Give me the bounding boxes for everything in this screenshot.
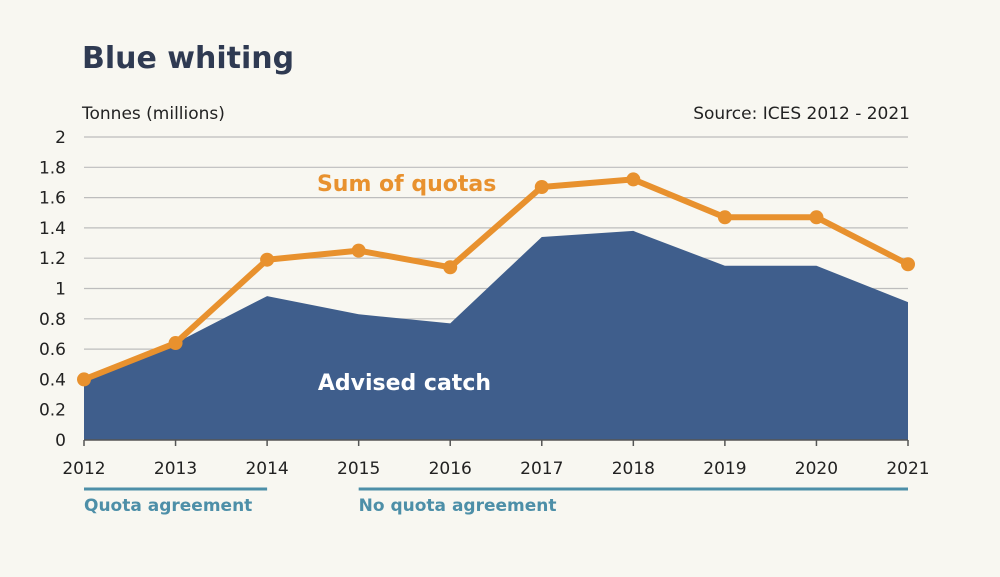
sum-of-quotas-point [626,172,641,187]
advised-catch-label: Advised catch [318,371,491,396]
y-tick-label: 0.8 [39,310,66,330]
sum-of-quotas-point [443,260,458,275]
y-tick-label: 0 [55,431,66,451]
y-tick-label: 0.2 [39,401,66,421]
y-tick-labels: 0 0.2 0.4 0.6 0.8 1 1.2 1.4 1.6 1.8 2 [39,128,66,451]
x-tick-label: 2014 [245,459,288,479]
y-tick-label: 0.6 [39,340,66,360]
period-label: Quota agreement [84,496,252,516]
sum-of-quotas-point [77,372,91,387]
x-tick-label: 2017 [520,459,563,479]
sum-of-quotas-label: Sum of quotas [317,172,496,197]
y-tick-label: 1.8 [39,158,66,178]
y-tick-label: 1.6 [39,189,66,209]
y-tick-label: 0.4 [39,370,66,390]
y-tick-label: 1.2 [39,249,66,269]
x-tick-label: 2015 [337,459,380,479]
sum-of-quotas-point [809,210,824,225]
y-axis-label: Tonnes (millions) [81,104,225,124]
sum-of-quotas-point [717,210,732,225]
period-bars: Quota agreement No quota agreement [84,487,908,516]
sum-of-quotas-point [351,243,366,258]
series-labels: Sum of quotas Advised catch [317,172,496,396]
x-tick-label: 2019 [703,459,746,479]
x-tick-label: 2020 [795,459,838,479]
sum-of-quotas-line [81,176,911,383]
series-layer [77,172,915,440]
x-tick-label: 2013 [154,459,197,479]
x-tick-label: 2012 [62,459,105,479]
x-axis: 2012 2013 2014 2015 2016 2017 2018 2019 2020 2021 [62,439,930,479]
y-tick-label: 1.4 [39,219,66,239]
source-note: Source: ICES 2012 - 2021 [693,104,910,124]
chart-title: Blue whiting [82,41,294,76]
period-label: No quota agreement [359,496,557,516]
x-tick-label: 2018 [612,459,655,479]
y-tick-label: 2 [55,128,66,148]
advised-catch-area [84,230,908,440]
sum-of-quotas-point [260,252,275,267]
y-tick-label: 1 [55,280,66,300]
sum-of-quotas-point [901,257,915,272]
sum-of-quotas-point [534,179,549,194]
sum-of-quotas-point [168,336,183,351]
x-tick-label: 2021 [886,459,929,479]
x-tick-label: 2016 [429,459,472,479]
